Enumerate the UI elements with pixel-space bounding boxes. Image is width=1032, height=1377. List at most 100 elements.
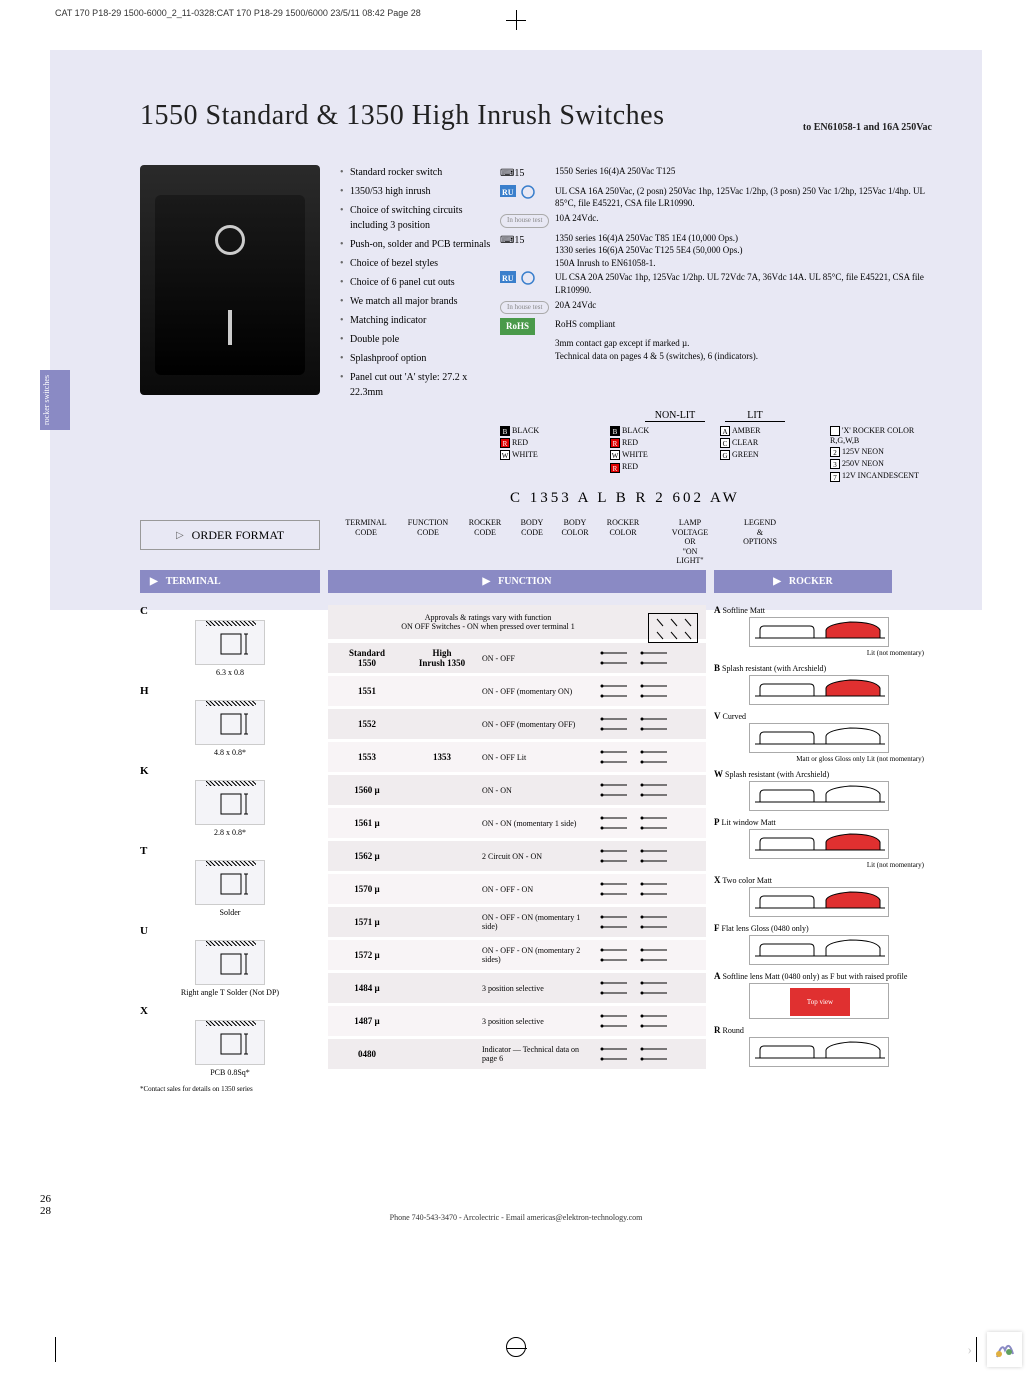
color-code-item: WWHITE — [610, 450, 710, 460]
title-note: to EN61058-1 and 16A 250Vac — [803, 122, 932, 133]
order-label: LAMPVOLTAGEOR"ONLIGHT" — [649, 518, 731, 566]
function-row: 1560 µON - ON — [328, 775, 706, 805]
inhouse-badge: In house test — [500, 301, 549, 315]
function-column: Approvals & ratings vary with functionON… — [328, 605, 706, 1072]
chevron-right-icon[interactable]: › — [967, 1343, 972, 1359]
spec-text: 3mm contact gap except if marked µ.Techn… — [555, 337, 930, 362]
order-label: LEGEND&OPTIONS — [731, 518, 789, 566]
lit-label: LIT — [725, 410, 785, 422]
side-tab: rocker switches — [40, 370, 70, 430]
ul-csa-icon: RU — [500, 271, 555, 296]
rocker-item: F Flat lens Gloss (0480 only) — [714, 923, 924, 965]
content: 1550 Standard & 1350 High Inrush Switche… — [50, 50, 982, 132]
spec-text: RoHS compliant — [555, 318, 930, 335]
svg-text:⌨15: ⌨15 — [500, 168, 524, 179]
svg-text:⌨15: ⌨15 — [500, 235, 524, 246]
feature-item: We match all major brands — [340, 294, 495, 309]
rocker-item: X Two color Matt — [714, 875, 924, 917]
color-code-item: RRED — [610, 462, 710, 472]
function-row: 1570 µON - OFF - ON — [328, 874, 706, 904]
function-row: 1572 µON - OFF - ON (momentary 2 sides) — [328, 940, 706, 970]
order-code-labels: TERMINALCODEFUNCTIONCODEROCKERCODEBODYCO… — [335, 518, 789, 566]
function-header: ▶FUNCTION — [328, 570, 706, 593]
terminal-item: K2.8 x 0.8* — [140, 765, 320, 837]
ul-csa-icon: RU — [500, 185, 555, 210]
function-row: 0480Indicator — Technical data on page 6 — [328, 1039, 706, 1069]
color-code-item: GGREEN — [720, 450, 820, 460]
feature-item: Choice of bezel styles — [340, 256, 495, 271]
order-format-text: ORDER FORMAT — [192, 528, 284, 543]
function-row: 1561 µON - ON (momentary 1 side) — [328, 808, 706, 838]
spec-text: UL CSA 20A 250Vac 1hp, 125Vac 1/2hp. UL … — [555, 271, 930, 296]
terminal-item: H4.8 x 0.8* — [140, 685, 320, 757]
rocker-item: A Softline MattLit (not momentary) — [714, 605, 924, 657]
function-row: 1484 µ3 position selective — [328, 973, 706, 1003]
function-row: 1552ON - OFF (momentary OFF) — [328, 709, 706, 739]
function-row: 1562 µ2 Circuit ON - ON — [328, 841, 706, 871]
color-code-item: RRED — [500, 438, 600, 448]
spec-text: 20A 24Vdc — [555, 299, 930, 317]
triangle-icon: ▷ — [176, 530, 184, 541]
inhouse-badge: In house test — [500, 214, 549, 228]
color-code-item: 3250V NEON — [830, 459, 930, 469]
crop-marks-bottom — [0, 1337, 1032, 1367]
svg-text:RU: RU — [502, 188, 514, 197]
feature-item: Panel cut out 'A' style: 27.2 x 22.3mm — [340, 370, 495, 400]
product-image — [140, 165, 320, 395]
order-label: TERMINALCODE — [335, 518, 397, 566]
feature-item: Matching indicator — [340, 313, 495, 328]
code-legend: NON-LIT LIT BBLACK RRED WWHITE BBLACK RRED WWH… — [500, 410, 930, 484]
feature-list: Standard rocker switch1350/53 high inrus… — [340, 165, 495, 404]
rocker-header: ▶ROCKER — [714, 570, 892, 593]
rocker-item: R Round — [714, 1025, 924, 1067]
order-label: BODYCOLOR — [553, 518, 597, 566]
color-code-item: 712V INCANDESCENT — [830, 471, 930, 481]
o-mark — [215, 225, 245, 255]
cert-icon: ⌨15 — [500, 165, 555, 183]
rocker-item: V CurvedMatt or gloss Gloss only Lit (no… — [714, 711, 924, 763]
rocker-item: W Splash resistant (with Arcshield) — [714, 769, 924, 811]
specs-block: ⌨151550 Series 16(4)A 250Vac T125 RUUL C… — [500, 165, 930, 364]
color-code-item: BBLACK — [500, 426, 600, 436]
color-code-item: 'X' ROCKER COLOR R,G,W,B — [830, 426, 930, 445]
spec-text: 1350 series 16(4)A 250Vac T85 1E4 (10,00… — [555, 232, 930, 270]
color-code-item: AAMBER — [720, 426, 820, 436]
terminal-header: ▶TERMINAL — [140, 570, 320, 593]
terminal-footnote: *Contact sales for details on 1350 serie… — [140, 1085, 320, 1093]
terminal-item: C6.3 x 0.8 — [140, 605, 320, 677]
crop-mark-top — [506, 10, 526, 30]
terminal-item: URight angle T Solder (Not DP) — [140, 925, 320, 997]
feature-item: Push-on, solder and PCB terminals — [340, 237, 495, 252]
spec-text: 10A 24Vdc. — [555, 212, 930, 230]
order-label: ROCKERCOLOR — [597, 518, 649, 566]
function-row: Standard1550HighInrush 1350ON - OFF — [328, 643, 706, 673]
rocker-item: P Lit window MattLit (not momentary) — [714, 817, 924, 869]
order-label: BODYCODE — [511, 518, 553, 566]
color-code-item: WWHITE — [500, 450, 600, 460]
i-mark — [228, 310, 232, 345]
color-code-item: CCLEAR — [720, 438, 820, 448]
footer-text: Phone 740-543-3470 - Arcolectric - Email… — [390, 1213, 643, 1222]
function-row: 1571 µON - OFF - ON (momentary 1 side) — [328, 907, 706, 937]
nonlit-label: NON-LIT — [645, 410, 705, 422]
color-code-item: RRED — [610, 438, 710, 448]
rocker-column: A Softline MattLit (not momentary) B Spla… — [714, 605, 924, 1073]
terminal-column: C6.3 x 0.8 H4.8 x 0.8* K2.8 x 0.8* TSolder U… — [140, 605, 320, 1093]
header-info: CAT 170 P18-29 1500-6000_2_11-0328:CAT 1… — [55, 8, 421, 18]
order-label: FUNCTIONCODE — [397, 518, 459, 566]
function-intro: Approvals & ratings vary with functionON… — [328, 605, 706, 639]
feature-item: Choice of 6 panel cut outs — [340, 275, 495, 290]
spec-text: UL CSA 16A 250Vac, (2 posn) 250Vac 1hp, … — [555, 185, 930, 210]
function-row: 15531353ON - OFF Lit — [328, 742, 706, 772]
terminal-item: XPCB 0.8Sq* — [140, 1005, 320, 1077]
rocker-item: A Softline lens Matt (0480 only) as F bu… — [714, 971, 924, 1019]
order-label: ROCKERCODE — [459, 518, 511, 566]
feature-item: Splashproof option — [340, 351, 495, 366]
order-format-heading: ▷ ORDER FORMAT — [140, 520, 320, 550]
corner-widget-icon[interactable] — [987, 1332, 1022, 1367]
rocker-item: B Splash resistant (with Arcshield) — [714, 663, 924, 705]
terminal-item: TSolder — [140, 845, 320, 917]
rocker-graphic — [155, 195, 305, 375]
rohs-badge: RoHS — [500, 318, 535, 335]
color-code-item: BBLACK — [610, 426, 710, 436]
